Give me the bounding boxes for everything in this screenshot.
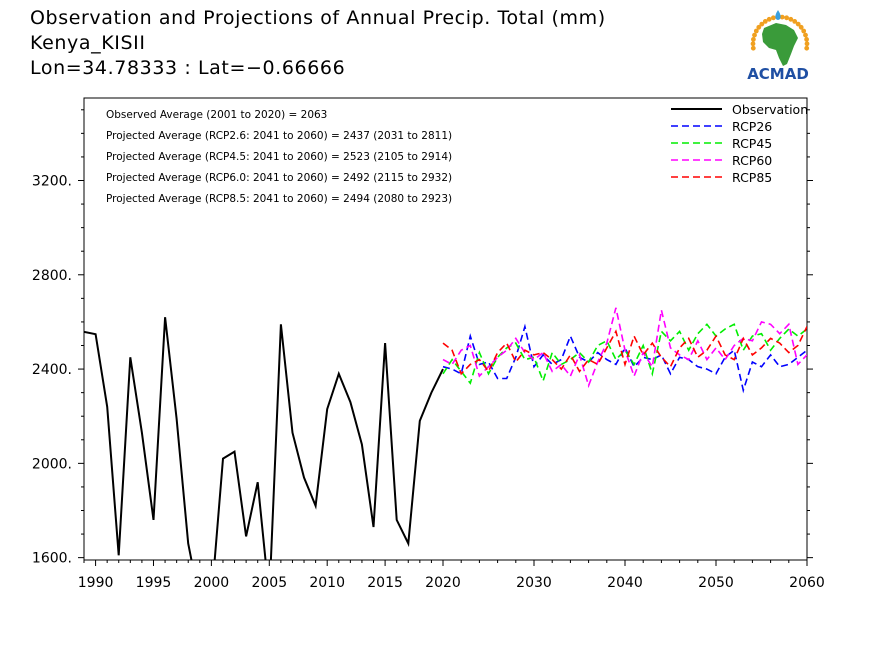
x-tick-label: 1995 — [136, 575, 172, 591]
logo-sun-ray — [804, 37, 809, 42]
x-tick-label: 2000 — [194, 575, 230, 591]
x-tick-label: 2030 — [516, 575, 552, 591]
x-tick-label: 2040 — [607, 575, 643, 591]
legend-label: RCP85 — [732, 170, 772, 185]
y-tick-label: 2800. — [32, 268, 72, 284]
logo-sun-ray — [779, 14, 785, 20]
x-tick-label: 2060 — [789, 575, 825, 591]
logo-sun-ray — [753, 28, 759, 34]
logo-sun-ray — [750, 45, 756, 51]
x-tick-label: 2010 — [309, 575, 345, 591]
y-tick-label: 1600. — [32, 551, 72, 567]
logo-sun-ray — [804, 41, 810, 47]
logo-sun-ray — [762, 19, 768, 24]
logo-sun-ray — [792, 19, 798, 24]
logo-sun-ray — [750, 41, 756, 47]
location-label: Kenya_KISII — [30, 32, 146, 54]
legend-label: RCP26 — [732, 119, 772, 134]
logo-sun-ray — [751, 37, 756, 42]
series-line-observation — [84, 317, 444, 560]
y-tick-label: 2000. — [32, 456, 72, 472]
series-line-rcp60 — [442, 307, 807, 389]
logo-sun-ray — [771, 15, 776, 21]
logo-sun-ray — [752, 32, 757, 38]
annotation-text: Projected Average (RCP6.0: 2041 to 2060)… — [106, 172, 452, 184]
x-tick-label: 2005 — [251, 575, 287, 591]
logo-sun-ray — [766, 16, 772, 22]
annotation-text: Projected Average (RCP8.5: 2041 to 2060)… — [106, 193, 452, 205]
y-tick-label: 3200. — [32, 174, 72, 190]
annotation-text: Projected Average (RCP4.5: 2041 to 2060)… — [106, 151, 452, 163]
annotation-text: Projected Average (RCP2.6: 2041 to 2060)… — [106, 130, 452, 142]
logo-sun-ray — [795, 21, 801, 27]
logo-sun-ray — [798, 24, 804, 30]
x-tick-label: 1990 — [78, 575, 114, 591]
x-tick-label: 2050 — [698, 575, 734, 591]
chart-title: Observation and Projections of Annual Pr… — [30, 7, 606, 29]
logo-sun-ray — [759, 21, 765, 27]
logo-text: ACMAD — [747, 65, 809, 83]
x-tick-label: 2015 — [367, 575, 403, 591]
legend-label: Observation — [732, 102, 808, 117]
logo-africa-shape — [762, 23, 798, 66]
annotation-text: Observed Average (2001 to 2020) = 2063 — [106, 109, 327, 121]
logo-sun-ray — [804, 45, 810, 51]
plot-frame — [83, 97, 808, 561]
logo-sun-ray — [801, 28, 807, 34]
logo-sun-ray — [784, 15, 789, 21]
series-line-rcp85 — [442, 326, 807, 376]
series-line-rcp26 — [442, 323, 807, 394]
legend-label: RCP45 — [732, 136, 772, 151]
x-tick-label: 2020 — [425, 575, 461, 591]
legend-label: RCP60 — [732, 153, 772, 168]
logo-drop-icon — [775, 10, 781, 20]
logo-sun-ray — [756, 24, 762, 30]
coordinates-label: Lon=34.78333 : Lat=−0.66666 — [30, 57, 346, 79]
y-tick-label: 2400. — [32, 362, 72, 378]
acmad-logo: ACMAD — [747, 10, 810, 83]
logo-sun-ray — [803, 32, 808, 38]
logo-sun-ray — [788, 16, 794, 22]
